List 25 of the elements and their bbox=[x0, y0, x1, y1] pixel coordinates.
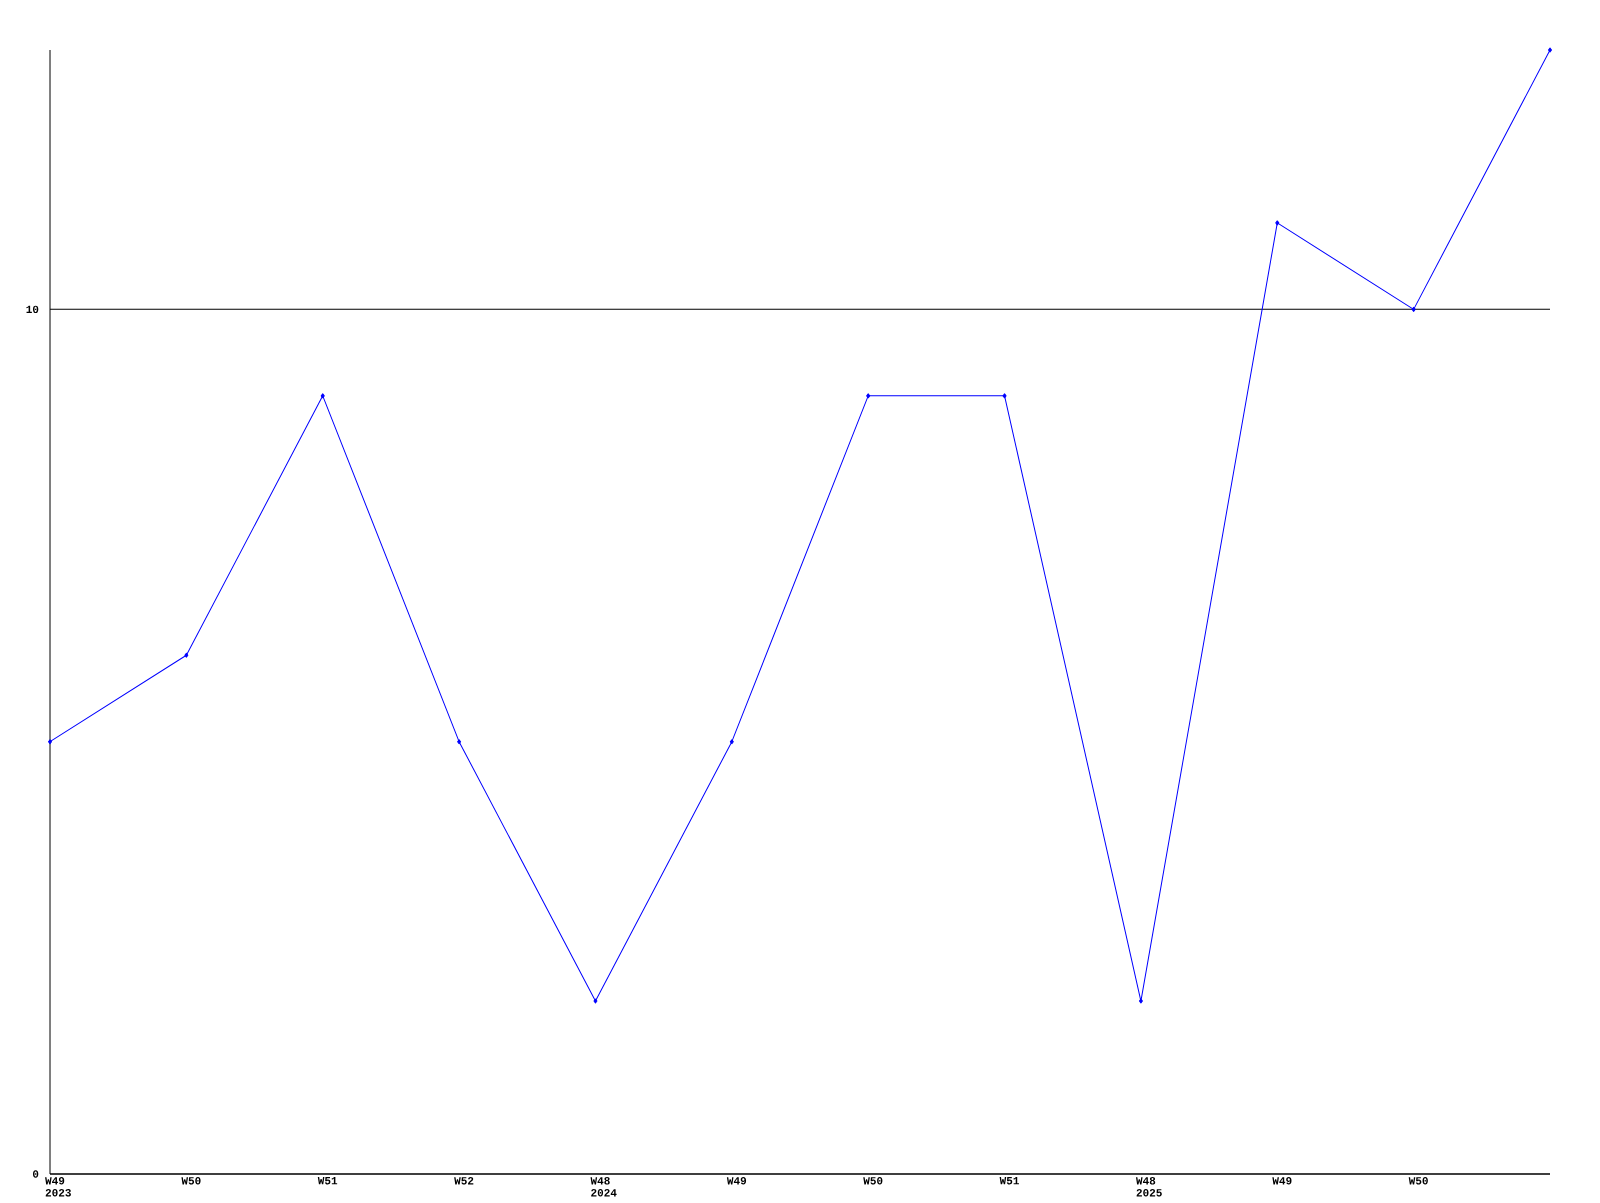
point bbox=[866, 393, 871, 399]
x-tick-label: W48 2024 bbox=[590, 1176, 617, 1197]
x-tick-label: W49 2023 bbox=[45, 1176, 71, 1197]
point bbox=[48, 739, 53, 745]
point bbox=[184, 652, 189, 658]
x-tick-label: W52 bbox=[454, 1176, 474, 1185]
x-tick-label: W51 bbox=[999, 1176, 1019, 1185]
y-tick-label: 0 bbox=[32, 1170, 39, 1178]
x-tick-label: W50 bbox=[181, 1176, 201, 1185]
x-tick-label: W50 bbox=[863, 1176, 883, 1185]
x-tick-label: W51 bbox=[317, 1176, 338, 1185]
point bbox=[320, 393, 325, 399]
point bbox=[1275, 220, 1280, 226]
point bbox=[593, 998, 598, 1004]
point bbox=[1002, 393, 1007, 399]
x-tick-label: W48 2025 bbox=[1135, 1176, 1162, 1197]
point bbox=[457, 739, 462, 745]
point bbox=[1411, 306, 1416, 312]
x-tick-label: W49 bbox=[726, 1176, 747, 1185]
x-tick-label: W49 bbox=[1272, 1176, 1292, 1185]
point bbox=[729, 739, 734, 745]
x-tick-label: W50 bbox=[1408, 1176, 1428, 1185]
y-tick-label: 10 bbox=[26, 305, 39, 313]
point bbox=[1138, 998, 1143, 1004]
point bbox=[1548, 47, 1553, 53]
